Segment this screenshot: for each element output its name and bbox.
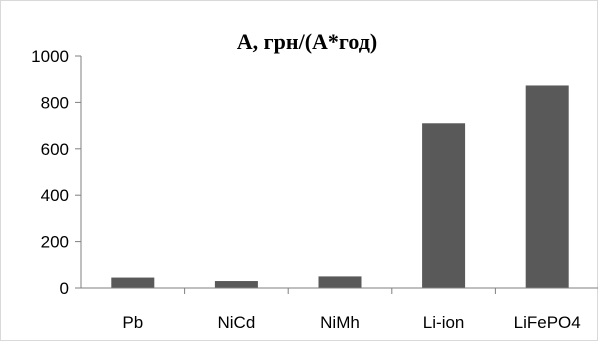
y-axis-ticks: 0 200 400 600 800 1000 [31,47,81,298]
bar-nicd [214,281,258,288]
x-tick-label: NiCd [218,313,256,332]
y-tick-label: 0 [60,279,69,298]
x-tick-label: LiFePO4 [514,313,581,332]
x-tick-label: Pb [122,313,143,332]
bar-li-ion [422,123,466,288]
bar-lifepo4 [525,85,569,289]
x-axis-ticks: Pb NiCd NiMh Li-ion LiFePO4 [122,288,581,332]
bars [111,85,569,289]
y-tick-label: 200 [41,233,69,252]
y-tick-label: 400 [41,186,69,205]
chart-title: А, грн/(А*год) [237,29,377,54]
x-tick-label: NiMh [320,313,360,332]
y-tick-label: 800 [41,93,69,112]
y-tick-label: 600 [41,140,69,159]
bar-nimh [318,276,362,288]
y-tick-label: 1000 [31,47,69,66]
bar-pb [111,277,155,288]
x-tick-label: Li-ion [423,313,465,332]
